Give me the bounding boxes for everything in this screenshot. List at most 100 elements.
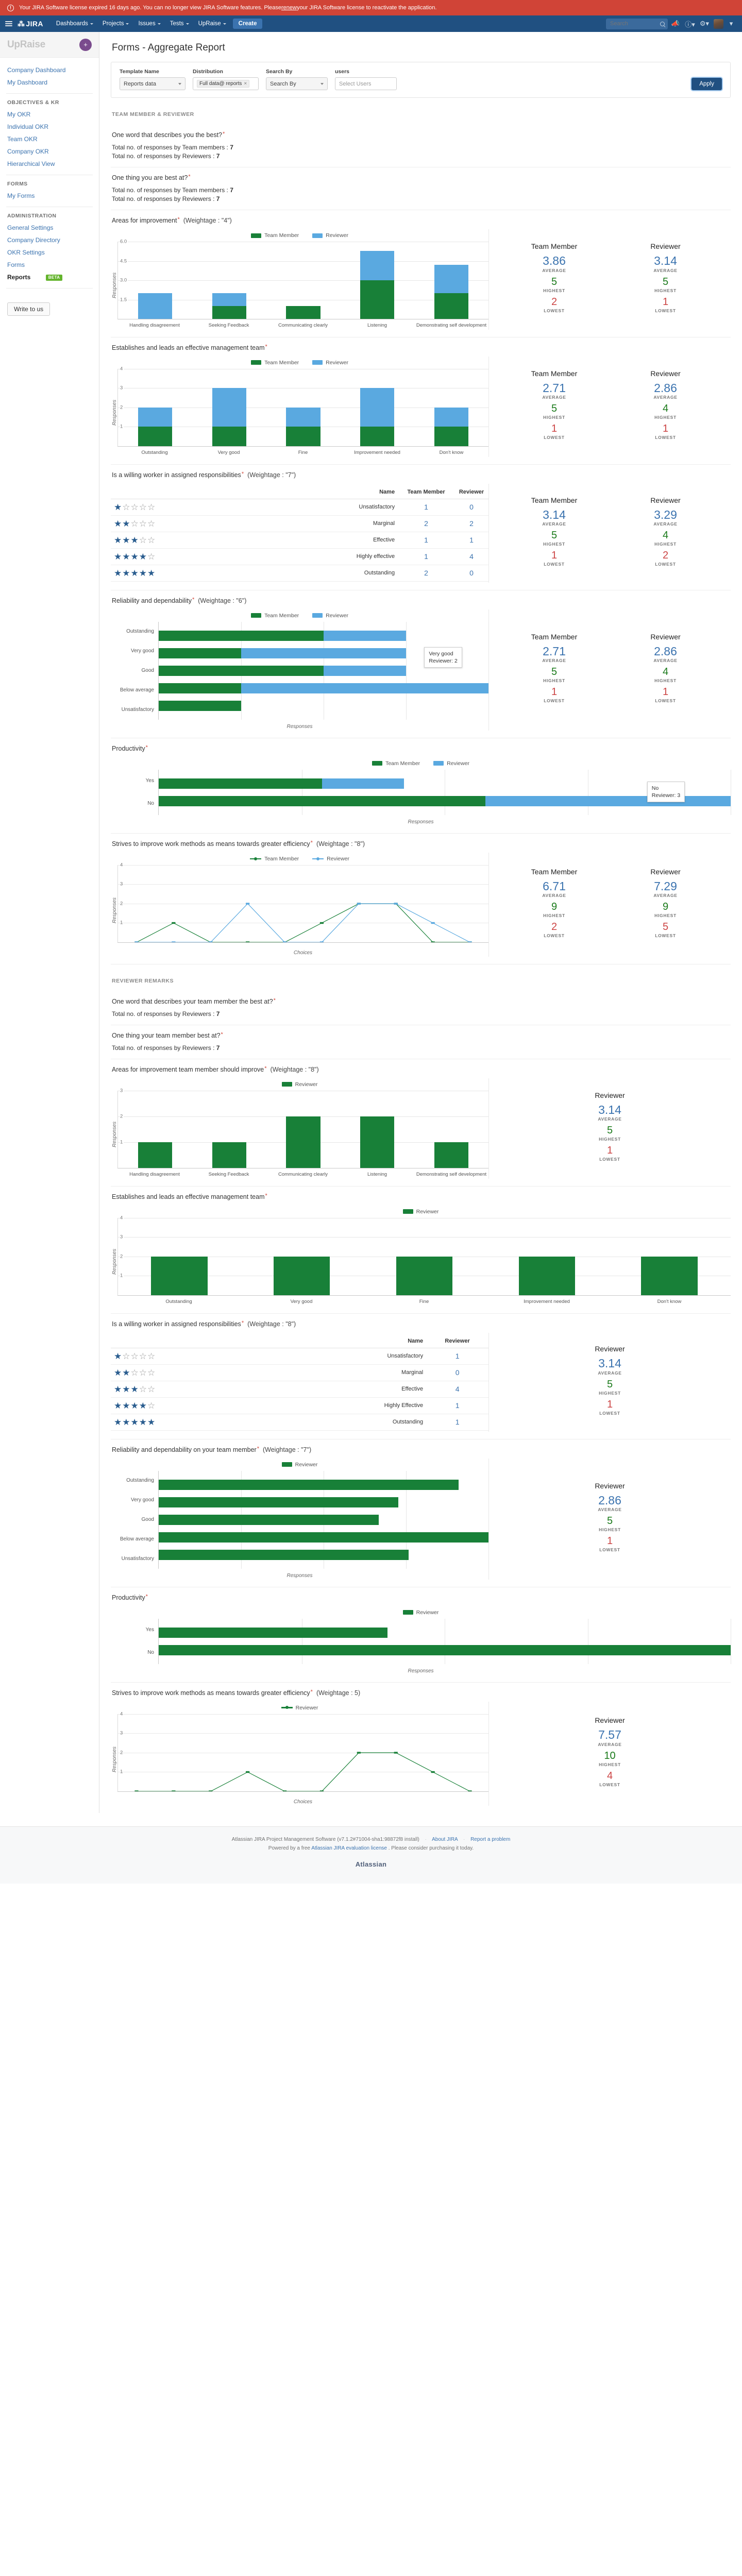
legend-item[interactable]: Reviewer bbox=[312, 856, 349, 862]
bar-segment[interactable] bbox=[138, 407, 172, 427]
bar-segment[interactable] bbox=[138, 293, 172, 319]
renew-license-link[interactable]: renew bbox=[281, 5, 297, 11]
megaphone-icon[interactable]: 📣 bbox=[671, 20, 680, 27]
legend-item[interactable]: Team Member bbox=[251, 232, 299, 239]
bar-stack[interactable] bbox=[396, 1256, 453, 1295]
legend-item[interactable]: Reviewer bbox=[402, 1209, 439, 1215]
bar-segment[interactable] bbox=[212, 1142, 246, 1168]
bar-segment[interactable] bbox=[360, 388, 395, 427]
bar-segment[interactable] bbox=[286, 1116, 321, 1168]
bar-segment[interactable] bbox=[212, 427, 246, 446]
report-problem-link[interactable]: Report a problem bbox=[470, 1836, 511, 1842]
legend-item[interactable]: Reviewer bbox=[312, 360, 348, 366]
sidebar-item-okr-settings[interactable]: OKR Settings bbox=[7, 249, 45, 256]
chevron-down-icon[interactable]: ▾ bbox=[729, 20, 733, 27]
apply-button[interactable]: Apply bbox=[692, 78, 722, 90]
bar-segment[interactable] bbox=[434, 1142, 469, 1168]
bar-segment[interactable] bbox=[396, 1256, 453, 1295]
bar-segment[interactable] bbox=[159, 630, 324, 641]
bar-segment[interactable] bbox=[322, 778, 404, 789]
legend-item[interactable]: Reviewer bbox=[433, 760, 469, 767]
legend-item[interactable]: Reviewer bbox=[281, 1462, 317, 1468]
bar-segment[interactable] bbox=[286, 306, 321, 319]
search-by-select[interactable]: Search By bbox=[266, 77, 328, 90]
create-button[interactable]: Create bbox=[232, 19, 263, 29]
template-name-select[interactable]: Reports data bbox=[120, 77, 185, 90]
jira-logo[interactable]: ⁂ JIRA bbox=[18, 20, 43, 28]
bar-segment[interactable] bbox=[518, 1256, 575, 1295]
bar-segment[interactable] bbox=[641, 1256, 698, 1295]
bar-segment[interactable] bbox=[324, 665, 406, 676]
bar-segment[interactable] bbox=[151, 1256, 208, 1295]
bar-segment[interactable] bbox=[138, 427, 172, 446]
legend-item[interactable]: Reviewer bbox=[281, 1081, 317, 1088]
search-input[interactable] bbox=[609, 20, 658, 27]
sidebar-item-team-okr[interactable]: Team OKR bbox=[7, 135, 38, 143]
bar-segment[interactable] bbox=[286, 407, 321, 427]
bar-stack[interactable] bbox=[286, 306, 321, 319]
bar-stack[interactable] bbox=[212, 293, 246, 319]
sidebar-item-reports[interactable]: Reports BETA bbox=[0, 271, 99, 283]
legend-item[interactable]: Team Member bbox=[372, 760, 420, 767]
sidebar-item-forms[interactable]: Forms bbox=[7, 261, 25, 268]
bar-segment[interactable] bbox=[360, 1116, 395, 1168]
bar-stack[interactable] bbox=[434, 407, 469, 446]
sidebar-item-individual-okr[interactable]: Individual OKR bbox=[7, 123, 49, 130]
nav-tests[interactable]: Tests bbox=[165, 15, 194, 32]
bar-stack[interactable] bbox=[434, 1142, 469, 1168]
bar-segment[interactable] bbox=[159, 1497, 399, 1507]
bar-segment[interactable] bbox=[212, 388, 246, 427]
sidebar-item-hierarchical-view[interactable]: Hierarchical View bbox=[7, 160, 55, 167]
bar-segment[interactable] bbox=[212, 293, 246, 306]
nav-projects[interactable]: Projects bbox=[98, 15, 134, 32]
distribution-select[interactable]: Full data@ reports × bbox=[193, 77, 259, 90]
bar-segment[interactable] bbox=[159, 700, 241, 711]
close-icon[interactable]: × bbox=[244, 81, 247, 87]
sidebar-item-company-directory[interactable]: Company Directory bbox=[7, 236, 60, 244]
bar-segment[interactable] bbox=[485, 795, 731, 806]
bar-segment[interactable] bbox=[241, 648, 406, 658]
bar-stack[interactable] bbox=[360, 1116, 395, 1168]
legend-item[interactable]: Reviewer bbox=[281, 1705, 318, 1711]
bar-segment[interactable] bbox=[159, 1645, 731, 1655]
bar-stack[interactable] bbox=[518, 1256, 575, 1295]
help-icon[interactable]: ⓘ▾ bbox=[685, 20, 695, 28]
legend-item[interactable]: Team Member bbox=[251, 360, 299, 366]
bar-segment[interactable] bbox=[360, 250, 395, 280]
write-to-us-button[interactable]: Write to us bbox=[7, 302, 50, 316]
bar-stack[interactable] bbox=[138, 407, 172, 446]
global-search[interactable] bbox=[606, 18, 668, 29]
bar-segment[interactable] bbox=[159, 1532, 488, 1543]
bar-segment[interactable] bbox=[274, 1256, 330, 1295]
bar-segment[interactable] bbox=[241, 683, 488, 693]
about-jira-link[interactable]: About JIRA bbox=[432, 1836, 458, 1842]
nav-dashboards[interactable]: Dashboards bbox=[52, 15, 98, 32]
distribution-chip[interactable]: Full data@ reports × bbox=[197, 80, 250, 88]
bar-stack[interactable] bbox=[138, 1142, 172, 1168]
add-button[interactable]: + bbox=[79, 38, 92, 51]
avatar[interactable] bbox=[714, 19, 723, 29]
bar-segment[interactable] bbox=[138, 1142, 172, 1168]
bar-stack[interactable] bbox=[286, 407, 321, 446]
sidebar-item-my-okr[interactable]: My OKR bbox=[7, 111, 31, 118]
bar-segment[interactable] bbox=[159, 1514, 379, 1525]
bar-stack[interactable] bbox=[434, 265, 469, 319]
bar-stack[interactable] bbox=[151, 1256, 208, 1295]
bar-segment[interactable] bbox=[360, 427, 395, 446]
sidebar-item-my-dashboard[interactable]: My Dashboard bbox=[7, 79, 48, 86]
bar-stack[interactable] bbox=[641, 1256, 698, 1295]
gear-icon[interactable]: ⚙▾ bbox=[699, 20, 710, 27]
bar-segment[interactable] bbox=[434, 265, 469, 293]
nav-upraise[interactable]: UpRaise bbox=[194, 15, 231, 32]
bar-segment[interactable] bbox=[434, 427, 469, 446]
bar-segment[interactable] bbox=[159, 665, 324, 676]
bar-segment[interactable] bbox=[360, 280, 395, 319]
nav-issues[interactable]: Issues bbox=[133, 15, 165, 32]
bar-stack[interactable] bbox=[212, 1142, 246, 1168]
legend-item[interactable]: Team Member bbox=[251, 613, 299, 619]
legend-item[interactable]: Reviewer bbox=[312, 232, 348, 239]
legend-item[interactable]: Team Member bbox=[250, 856, 299, 862]
app-switcher-icon[interactable] bbox=[5, 21, 12, 26]
bar-segment[interactable] bbox=[159, 648, 241, 658]
bar-stack[interactable] bbox=[212, 388, 246, 446]
